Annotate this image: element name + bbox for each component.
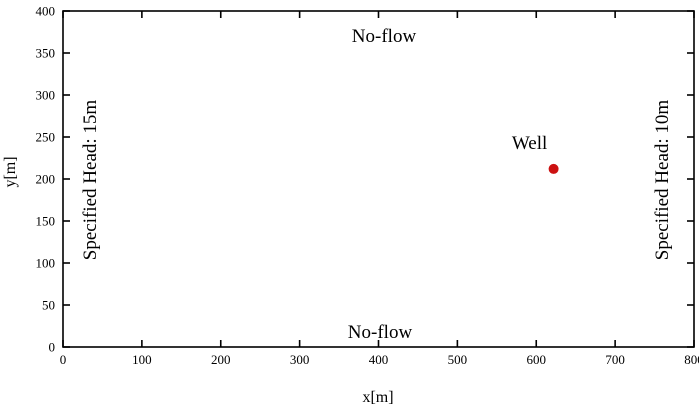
left-boundary-label: Specified Head: 15m [80,100,101,261]
x-tick-label: 500 [448,352,468,367]
x-tick-label: 0 [60,352,67,367]
y-tick-label: 50 [42,298,55,313]
y-tick-label: 400 [36,4,56,19]
plot-frame [62,10,695,348]
well-points: Well [512,133,559,174]
x-tick-label: 600 [527,352,547,367]
y-tick-label: 300 [36,88,56,103]
well-label: Well [512,133,547,154]
y-tick-label: 100 [36,256,56,271]
x-tick-label: 400 [369,352,389,367]
well-marker [548,163,559,174]
x-tick-label: 700 [605,352,625,367]
right-boundary-label: Specified Head: 10m [652,100,673,261]
x-tick-label: 200 [211,352,231,367]
y-axis-ticks: 0 50 100 150 200 250 300 350 400 [36,4,694,355]
top-boundary-label: No-flow [352,26,417,47]
bottom-boundary-label: No-flow [348,322,413,343]
y-tick-label: 350 [36,46,56,61]
x-tick-label: 300 [290,352,310,367]
x-tick-label: 800 [684,352,699,367]
y-tick-label: 250 [36,130,56,145]
x-axis-ticks: 0 100 200 300 400 500 600 700 800 [60,11,699,367]
y-tick-label: 200 [36,172,56,187]
x-axis-label: x[m] [362,389,393,406]
y-tick-label: 150 [36,214,56,229]
y-axis-label: y[m] [2,156,19,187]
y-tick-label: 0 [49,340,56,355]
x-tick-label: 100 [132,352,152,367]
